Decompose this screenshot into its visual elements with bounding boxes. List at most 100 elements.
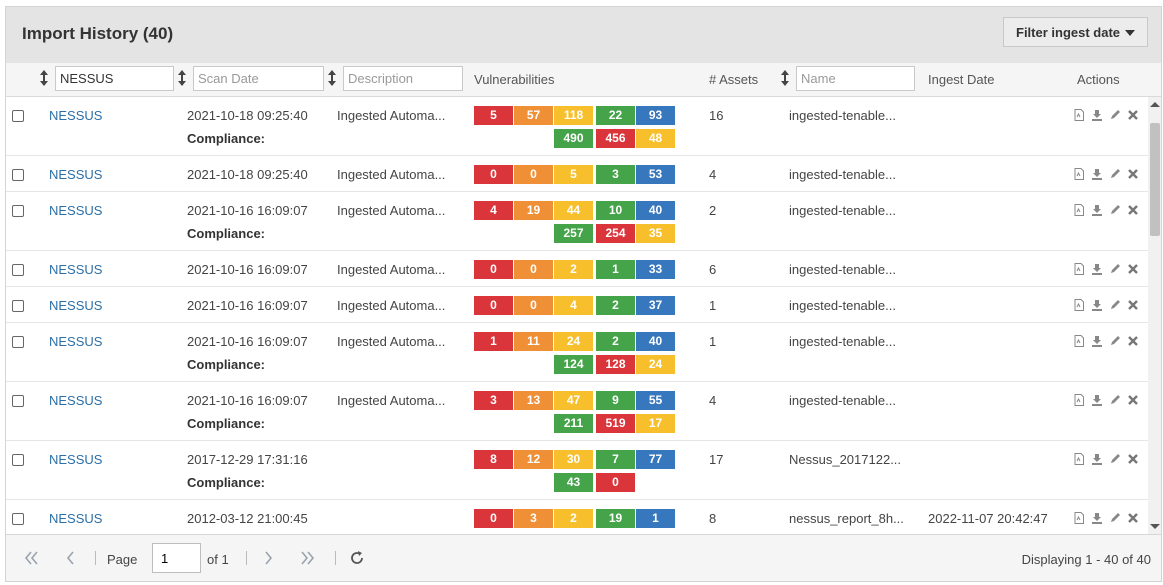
- delete-icon[interactable]: [1127, 299, 1139, 311]
- vuln-high-count[interactable]: 3: [514, 509, 553, 528]
- compliance-medium-count[interactable]: 24: [636, 355, 675, 374]
- sort-scan-date-icon[interactable]: [177, 70, 187, 86]
- pdf-icon[interactable]: [1073, 204, 1085, 216]
- source-link[interactable]: NESSUS: [49, 108, 103, 123]
- scroll-up-arrow-icon[interactable]: [1150, 102, 1160, 107]
- source-link[interactable]: NESSUS: [49, 298, 103, 313]
- pdf-icon[interactable]: [1073, 168, 1085, 180]
- vuln-high-count[interactable]: 0: [514, 165, 553, 184]
- first-page-icon[interactable]: [23, 549, 39, 567]
- vuln-high-count[interactable]: 12: [514, 450, 553, 469]
- delete-icon[interactable]: [1127, 335, 1139, 347]
- vuln-critical-count[interactable]: 0: [474, 260, 513, 279]
- source-link[interactable]: NESSUS: [49, 393, 103, 408]
- vuln-high-count[interactable]: 0: [514, 296, 553, 315]
- compliance-critical-count[interactable]: 0: [596, 473, 635, 492]
- pdf-icon[interactable]: [1073, 109, 1085, 121]
- vuln-critical-count[interactable]: 0: [474, 509, 513, 528]
- edit-icon[interactable]: [1109, 299, 1121, 311]
- table-row[interactable]: NESSUS 2021-10-16 16:09:07 Ingested Automa…: [6, 251, 1148, 287]
- vuln-low-count[interactable]: 22: [596, 106, 635, 125]
- vuln-critical-count[interactable]: 3: [474, 391, 513, 410]
- compliance-medium-count[interactable]: 17: [636, 414, 675, 433]
- edit-icon[interactable]: [1109, 512, 1121, 524]
- delete-icon[interactable]: [1127, 109, 1139, 121]
- refresh-icon[interactable]: [349, 549, 365, 567]
- download-icon[interactable]: [1091, 335, 1103, 347]
- vuln-info-count[interactable]: 77: [636, 450, 675, 469]
- vuln-medium-count[interactable]: 30: [554, 450, 593, 469]
- download-icon[interactable]: [1091, 512, 1103, 524]
- table-row[interactable]: NESSUS 2021-10-16 16:09:07 Ingested Automa…: [6, 287, 1148, 323]
- row-checkbox[interactable]: [12, 169, 24, 181]
- row-checkbox[interactable]: [12, 264, 24, 276]
- source-filter-input[interactable]: [55, 66, 174, 91]
- vuln-high-count[interactable]: 0: [514, 260, 553, 279]
- vuln-low-count[interactable]: 1: [596, 260, 635, 279]
- assets-column-header[interactable]: # Assets: [709, 72, 759, 87]
- download-icon[interactable]: [1091, 263, 1103, 275]
- vuln-info-count[interactable]: 37: [636, 296, 675, 315]
- ingest-date-column-header[interactable]: Ingest Date: [928, 72, 995, 87]
- edit-icon[interactable]: [1109, 453, 1121, 465]
- compliance-critical-count[interactable]: 128: [596, 355, 635, 374]
- vuln-medium-count[interactable]: 47: [554, 391, 593, 410]
- vuln-critical-count[interactable]: 0: [474, 296, 513, 315]
- pdf-icon[interactable]: [1073, 453, 1085, 465]
- table-row[interactable]: NESSUS 2017-12-29 17:31:16 8 12 30 7 77 Complia…: [6, 441, 1148, 500]
- compliance-medium-count[interactable]: 48: [636, 129, 675, 148]
- filter-ingest-date-button[interactable]: Filter ingest date: [1003, 17, 1148, 47]
- vuln-high-count[interactable]: 13: [514, 391, 553, 410]
- compliance-critical-count[interactable]: 254: [596, 224, 635, 243]
- row-checkbox[interactable]: [12, 395, 24, 407]
- table-row[interactable]: NESSUS 2021-10-16 16:09:07 Ingested Automa…: [6, 192, 1148, 251]
- vuln-low-count[interactable]: 2: [596, 332, 635, 351]
- edit-icon[interactable]: [1109, 335, 1121, 347]
- compliance-medium-count[interactable]: 35: [636, 224, 675, 243]
- page-number-input[interactable]: [152, 543, 201, 573]
- table-row[interactable]: NESSUS 2012-03-12 21:00:45 0 3 2 19 1 8 nessus_r…: [6, 500, 1148, 534]
- source-link[interactable]: NESSUS: [49, 334, 103, 349]
- scan-date-filter-input[interactable]: [193, 66, 324, 91]
- sort-name-icon[interactable]: [780, 70, 790, 86]
- source-link[interactable]: NESSUS: [49, 262, 103, 277]
- edit-icon[interactable]: [1109, 263, 1121, 275]
- edit-icon[interactable]: [1109, 204, 1121, 216]
- compliance-low-count[interactable]: 257: [554, 224, 593, 243]
- vuln-medium-count[interactable]: 2: [554, 260, 593, 279]
- vuln-info-count[interactable]: 93: [636, 106, 675, 125]
- pdf-icon[interactable]: [1073, 394, 1085, 406]
- pdf-icon[interactable]: [1073, 299, 1085, 311]
- vuln-info-count[interactable]: 40: [636, 201, 675, 220]
- scroll-down-arrow-icon[interactable]: [1150, 524, 1160, 529]
- row-checkbox[interactable]: [12, 454, 24, 466]
- edit-icon[interactable]: [1109, 168, 1121, 180]
- edit-icon[interactable]: [1109, 109, 1121, 121]
- vuln-critical-count[interactable]: 0: [474, 165, 513, 184]
- vuln-info-count[interactable]: 55: [636, 391, 675, 410]
- vuln-critical-count[interactable]: 1: [474, 332, 513, 351]
- vertical-scrollbar[interactable]: [1148, 97, 1161, 534]
- delete-icon[interactable]: [1127, 394, 1139, 406]
- vuln-high-count[interactable]: 57: [514, 106, 553, 125]
- vuln-info-count[interactable]: 40: [636, 332, 675, 351]
- sort-description-icon[interactable]: [327, 70, 337, 86]
- delete-icon[interactable]: [1127, 263, 1139, 275]
- vuln-info-count[interactable]: 33: [636, 260, 675, 279]
- edit-icon[interactable]: [1109, 394, 1121, 406]
- vuln-medium-count[interactable]: 118: [554, 106, 593, 125]
- compliance-critical-count[interactable]: 456: [596, 129, 635, 148]
- pdf-icon[interactable]: [1073, 263, 1085, 275]
- vuln-low-count[interactable]: 2: [596, 296, 635, 315]
- download-icon[interactable]: [1091, 394, 1103, 406]
- source-link[interactable]: NESSUS: [49, 452, 103, 467]
- source-link[interactable]: NESSUS: [49, 167, 103, 182]
- vuln-critical-count[interactable]: 5: [474, 106, 513, 125]
- vuln-high-count[interactable]: 11: [514, 332, 553, 351]
- pdf-icon[interactable]: [1073, 335, 1085, 347]
- compliance-low-count[interactable]: 43: [554, 473, 593, 492]
- download-icon[interactable]: [1091, 168, 1103, 180]
- download-icon[interactable]: [1091, 453, 1103, 465]
- vuln-low-count[interactable]: 9: [596, 391, 635, 410]
- source-link[interactable]: NESSUS: [49, 203, 103, 218]
